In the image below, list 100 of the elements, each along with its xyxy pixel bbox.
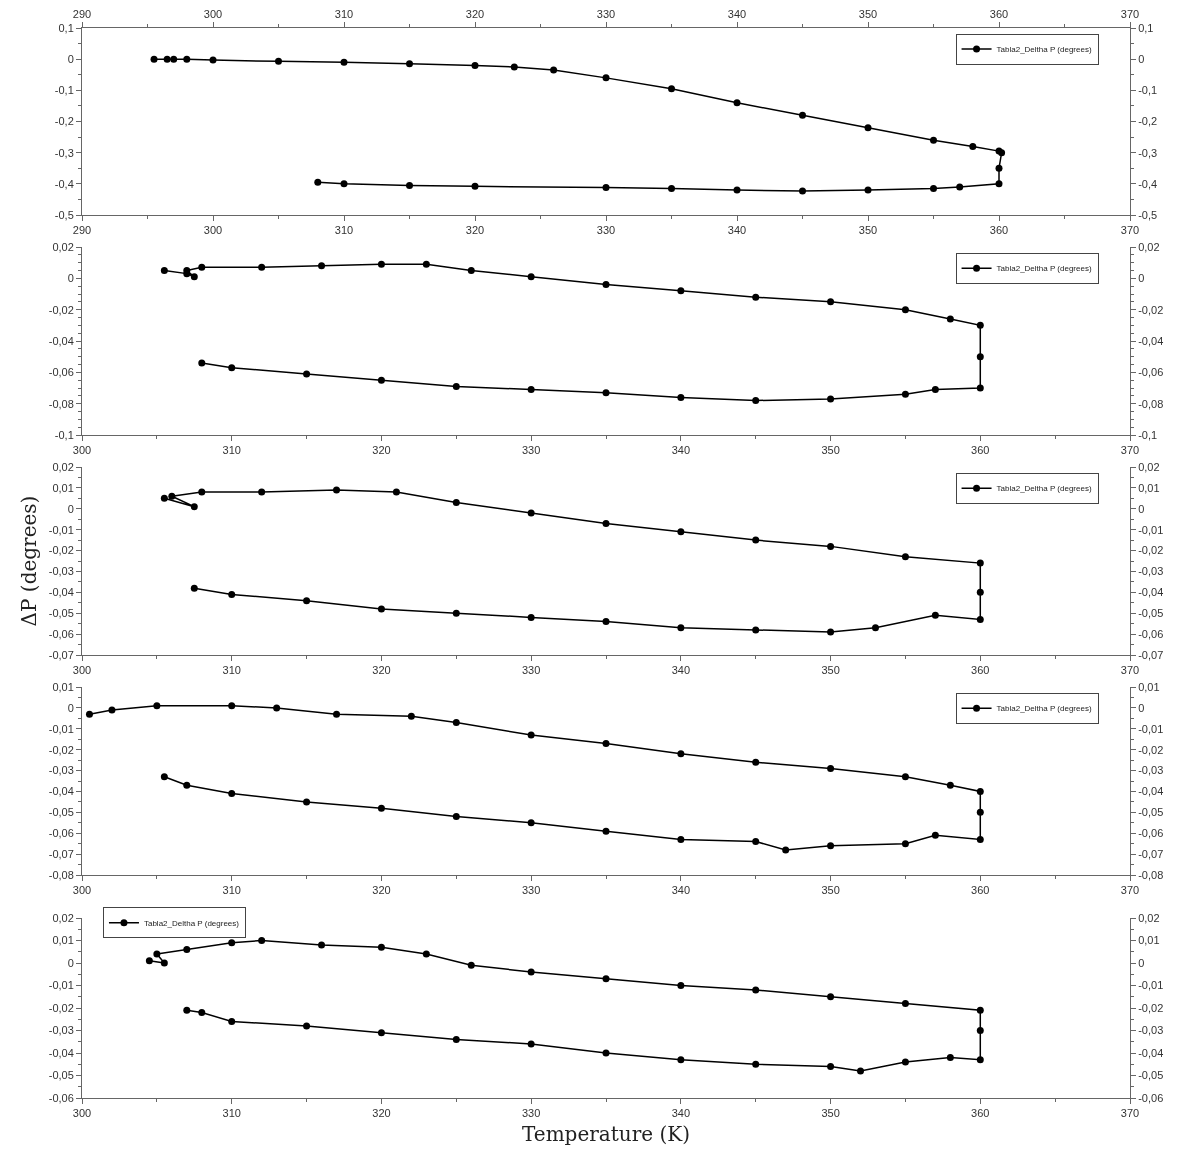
x-tick-label: 330 <box>521 1107 541 1120</box>
y-tick-label: -0,08 <box>48 397 74 410</box>
y-tick-label: 0,1 <box>58 21 74 34</box>
x2-tick-label: 360 <box>989 224 1009 237</box>
y2-tick-label: 0,01 <box>1138 680 1160 693</box>
y-tick-label: -0,06 <box>48 827 74 840</box>
x-tick-label: 340 <box>671 444 691 457</box>
y2-tick-label: 0,01 <box>1138 934 1160 947</box>
x2-tick-label: 370 <box>1120 224 1140 237</box>
x-tick-label: 300 <box>203 7 223 20</box>
x2-tick-label: 290 <box>72 224 92 237</box>
x-tick-label: 290 <box>72 7 92 20</box>
y-tick-label: -0,07 <box>48 847 74 860</box>
y2-tick-label: -0,03 <box>1138 764 1164 777</box>
legend-label: Tabla2_Deltha P (degrees) <box>996 484 1092 494</box>
y-tick-label: 0,02 <box>52 460 74 473</box>
x-tick-label: 370 <box>1120 664 1140 677</box>
y2-tick-label: -0,3 <box>1138 146 1158 159</box>
x-tick-label: 300 <box>72 444 92 457</box>
y-tick-label: -0,1 <box>54 84 74 97</box>
y-tick-label: 0,02 <box>52 911 74 924</box>
y2-tick-label: -0,06 <box>1138 827 1164 840</box>
y2-tick-label: -0,04 <box>1138 785 1164 798</box>
y2-tick-label: 0,02 <box>1138 240 1160 253</box>
x-tick-label: 370 <box>1120 1107 1140 1120</box>
y2-tick-label: -0,01 <box>1138 523 1164 536</box>
x-tick-label: 310 <box>334 7 354 20</box>
y-tick-label: -0,08 <box>48 868 74 881</box>
x-tick-label: 330 <box>521 884 541 897</box>
y-axis-title: ΔP (degrees) <box>17 495 42 627</box>
x2-tick-label: 320 <box>465 224 485 237</box>
y2-tick-label: -0,2 <box>1138 115 1158 128</box>
y-tick-label: -0,02 <box>48 1001 74 1014</box>
x-tick-label: 330 <box>596 7 616 20</box>
y-tick-label: -0,2 <box>54 115 74 128</box>
y-tick-label: 0 <box>67 53 74 66</box>
y-tick-label: -0,01 <box>48 722 74 735</box>
x-tick-label: 360 <box>971 1107 990 1120</box>
y-tick-label: 0,01 <box>52 934 74 947</box>
x-axis-title: Temperature (K) <box>522 1121 690 1146</box>
y2-tick-label: 0,02 <box>1138 911 1160 924</box>
y2-tick-label: -0,03 <box>1138 1024 1164 1037</box>
y2-tick-label: -0,04 <box>1138 334 1164 347</box>
y-tick-label: -0,06 <box>48 1091 74 1104</box>
y-tick-label: -0,3 <box>54 146 74 159</box>
y2-tick-label: 0 <box>1138 53 1145 66</box>
y-tick-label: 0 <box>67 502 74 515</box>
x-tick-label: 360 <box>971 884 990 897</box>
x-tick-label: 300 <box>72 884 92 897</box>
x-tick-label: 340 <box>671 664 691 677</box>
y2-tick-label: -0,02 <box>1138 303 1164 316</box>
y2-tick-label: -0,05 <box>1138 806 1164 819</box>
y-tick-label: 0 <box>67 272 74 285</box>
y-tick-label: 0 <box>67 701 74 714</box>
x-tick-label: 320 <box>372 1107 391 1120</box>
y2-tick-label: -0,06 <box>1138 627 1164 640</box>
y2-tick-label: -0,4 <box>1138 177 1158 190</box>
y2-tick-label: -0,5 <box>1138 208 1158 221</box>
y2-tick-label: 0 <box>1138 272 1145 285</box>
x-tick-label: 320 <box>372 444 391 457</box>
y2-tick-label: -0,02 <box>1138 1001 1164 1014</box>
x-tick-label: 350 <box>821 884 840 897</box>
y-tick-label: -0,06 <box>48 627 74 640</box>
x-tick-label: 360 <box>971 444 990 457</box>
y2-tick-label: -0,1 <box>1138 84 1158 97</box>
y2-tick-label: 0 <box>1138 701 1145 714</box>
y2-tick-label: -0,02 <box>1138 743 1164 756</box>
y-tick-label: -0,07 <box>48 648 74 661</box>
x-tick-label: 340 <box>671 1107 691 1120</box>
y-tick-label: 0,01 <box>52 481 74 494</box>
x2-tick-label: 300 <box>203 224 223 237</box>
y-tick-label: -0,01 <box>48 523 74 536</box>
y2-tick-label: 0 <box>1138 502 1145 515</box>
y2-tick-label: -0,08 <box>1138 397 1164 410</box>
x-tick-label: 310 <box>222 1107 241 1120</box>
x-tick-label: 370 <box>1120 7 1140 20</box>
y2-tick-label: 0,01 <box>1138 481 1160 494</box>
y2-tick-label: -0,07 <box>1138 648 1164 661</box>
y2-tick-label: -0,07 <box>1138 847 1164 860</box>
x-tick-label: 350 <box>821 1107 840 1120</box>
legend-label: Tabla2_Deltha P (degrees) <box>143 918 240 928</box>
x-tick-label: 370 <box>1120 884 1140 897</box>
y2-tick-label: 0,02 <box>1138 460 1160 473</box>
y2-tick-label: -0,08 <box>1138 868 1164 881</box>
y2-tick-label: -0,1 <box>1138 428 1158 441</box>
y2-tick-label: -0,04 <box>1138 586 1164 599</box>
x-tick-label: 320 <box>372 884 391 897</box>
y-tick-label: -0,05 <box>48 1069 74 1082</box>
x-tick-label: 370 <box>1120 444 1140 457</box>
y2-tick-label: -0,02 <box>1138 544 1164 557</box>
y-tick-label: -0,05 <box>48 806 74 819</box>
x-tick-label: 310 <box>222 444 241 457</box>
x2-tick-label: 310 <box>334 224 354 237</box>
y-tick-label: 0,02 <box>52 240 74 253</box>
y2-tick-label: -0,01 <box>1138 979 1164 992</box>
y-tick-label: -0,03 <box>48 1024 74 1037</box>
y2-tick-label: -0,06 <box>1138 1091 1164 1104</box>
x-tick-label: 320 <box>372 664 391 677</box>
y-tick-label: -0,01 <box>48 979 74 992</box>
x-tick-label: 360 <box>989 7 1009 20</box>
